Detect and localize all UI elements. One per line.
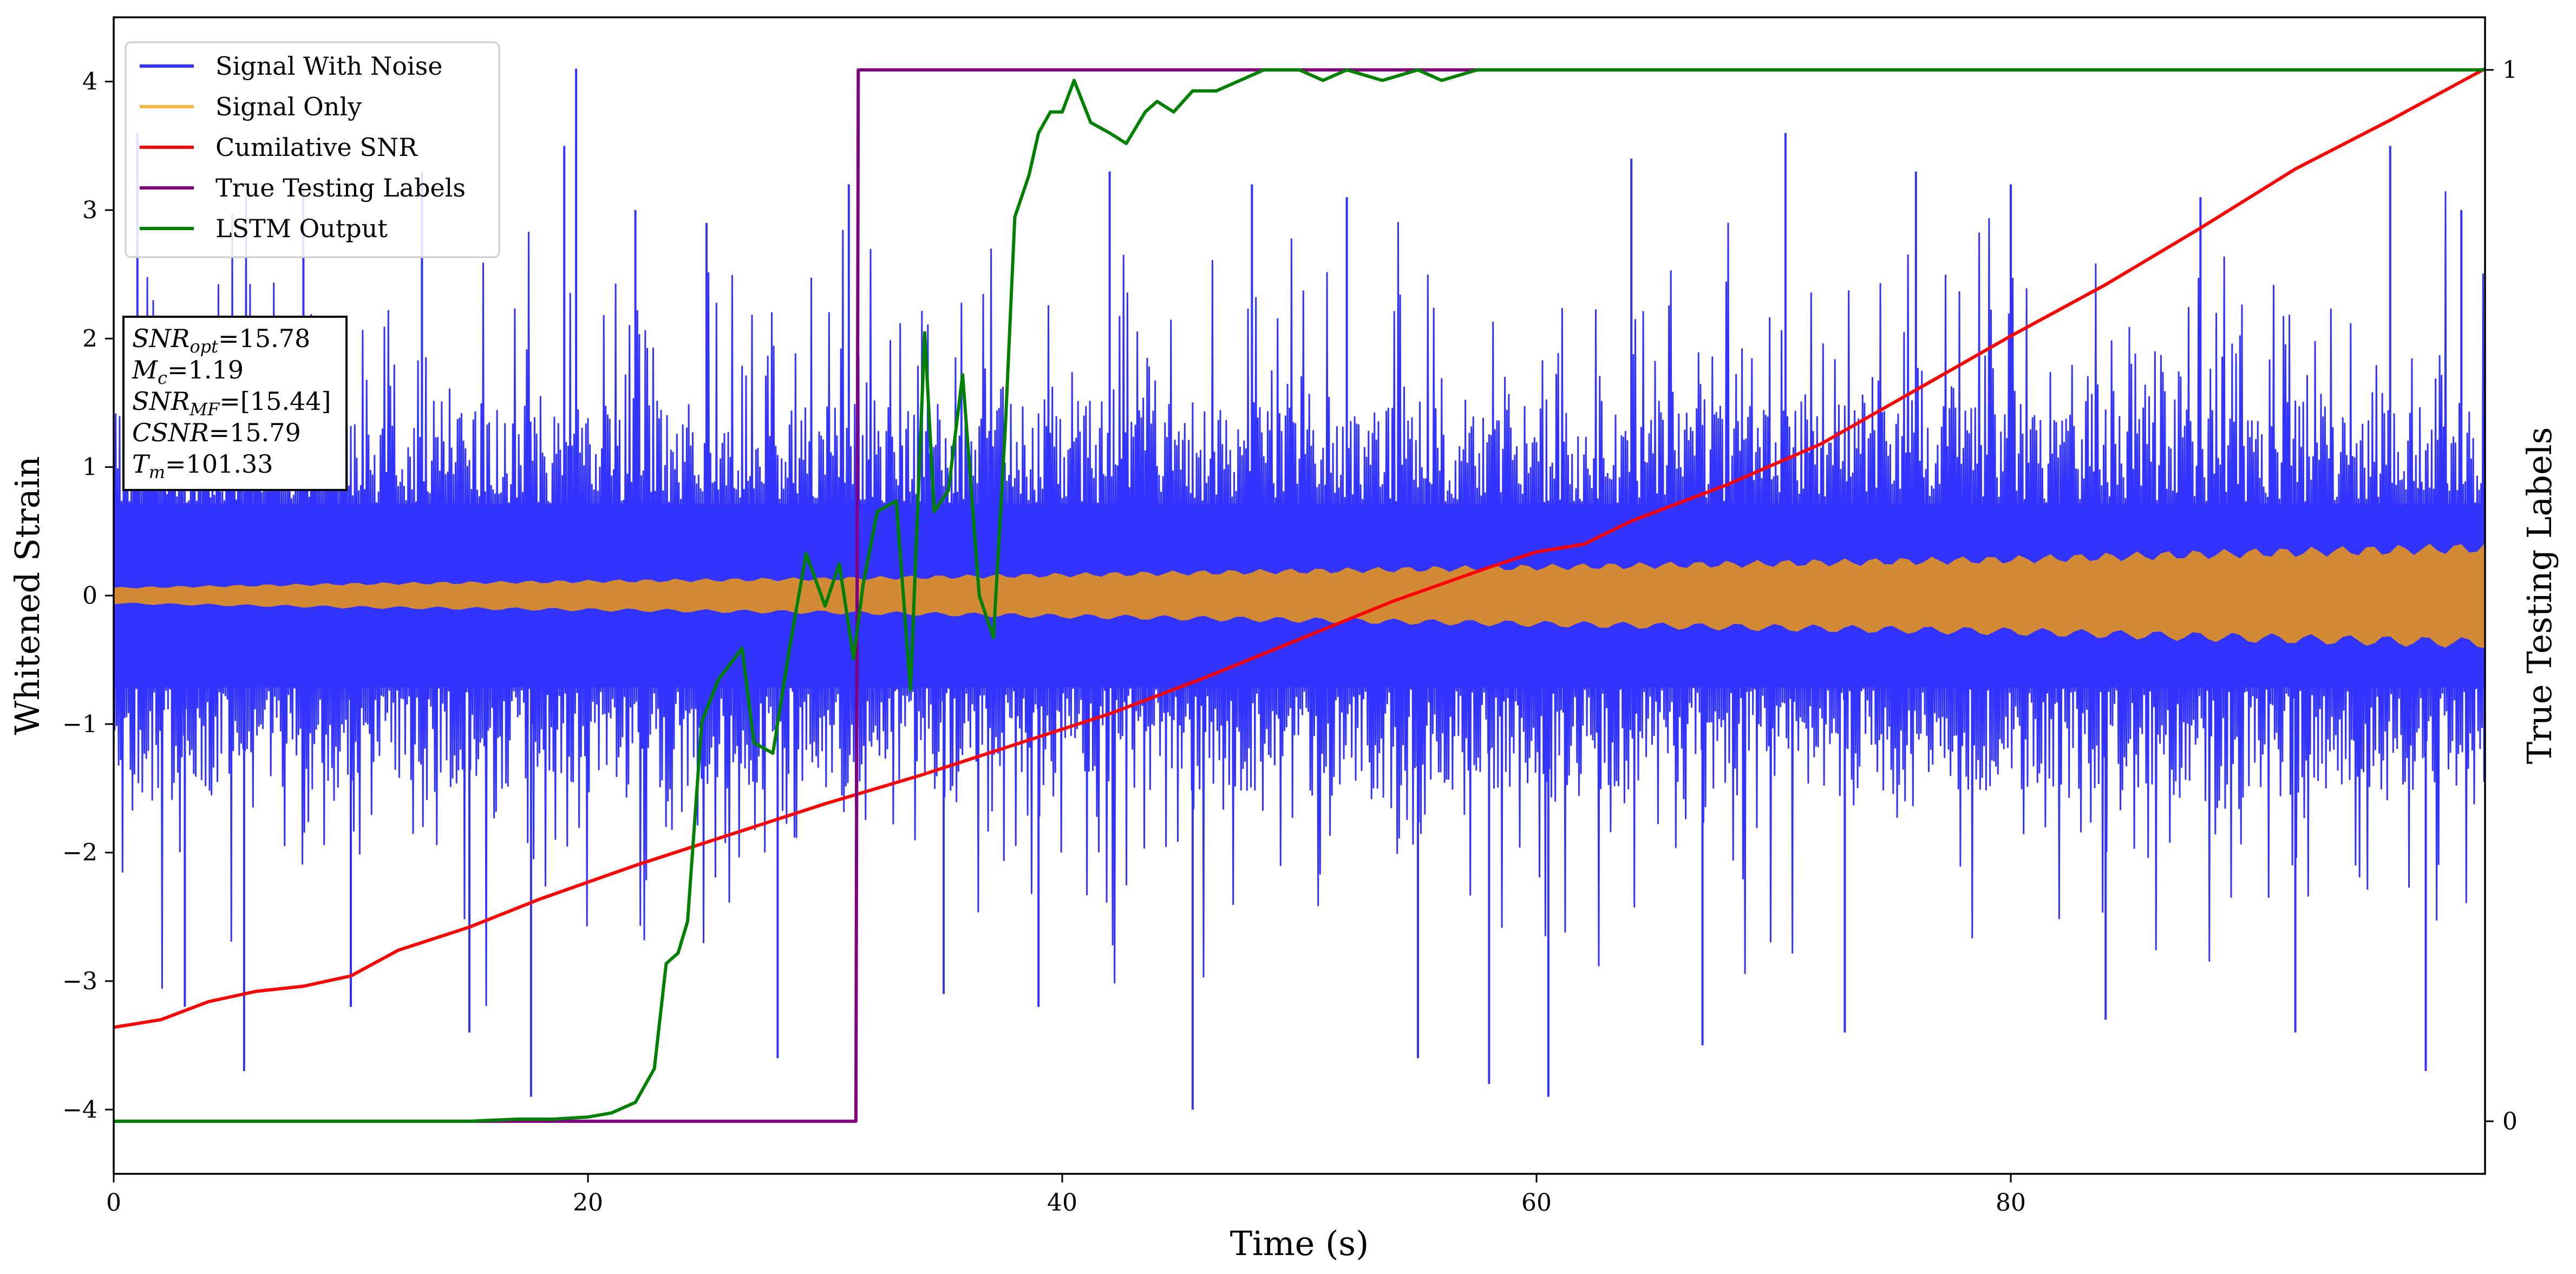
info-line: Tm=101.33 [132, 449, 273, 482]
legend-label: Signal Only [215, 92, 362, 121]
info-line: SNRopt=15.78 [132, 324, 310, 357]
x-tick-label: 0 [106, 1189, 121, 1217]
y-tick-label: 1 [82, 454, 97, 481]
legend-box [125, 41, 500, 258]
y-tick-label: −4 [62, 1096, 97, 1123]
info-box: SNRopt=15.78Mc=1.19SNRMF=[15.44]CSNR=15.… [122, 316, 348, 491]
info-line: Mc=1.19 [132, 355, 244, 388]
plot-area [114, 67, 2485, 1123]
y-axis-title: Whitened Strain [8, 456, 47, 735]
y-tick-label: 4 [82, 68, 97, 96]
y-tick-label: −1 [62, 710, 97, 738]
x-tick-label: 80 [1996, 1189, 2026, 1217]
legend-label: Signal With Noise [215, 51, 442, 81]
lstm-output-line [114, 68, 2485, 1123]
y-tick-label: −2 [62, 839, 97, 867]
y-right-tick-label: 1 [2502, 56, 2518, 84]
legend: Signal With Noise Signal Only Cumilative S… [125, 41, 500, 258]
info-line: SNRMF=[15.44] [132, 387, 331, 420]
series-group [114, 67, 2485, 1123]
true-testing-labels-line [114, 68, 2485, 1123]
x-axis-title: Time (s) [1230, 1224, 1369, 1263]
y-tick-label: −3 [62, 968, 97, 995]
y-tick-label: 2 [82, 325, 97, 352]
y-tick-label: 3 [82, 197, 97, 224]
signal-only-band [114, 543, 2485, 649]
info-box-frame [122, 316, 348, 491]
legend-label: True Testing Labels [215, 173, 466, 202]
legend-label: LSTM Output [215, 214, 388, 243]
cumilative-snr-line [114, 67, 2485, 1029]
y-right-tick-label: 0 [2502, 1108, 2518, 1135]
noise-line [114, 191, 2485, 1007]
y-tick-label: 0 [82, 582, 97, 610]
x-tick-label: 20 [573, 1189, 603, 1217]
x-tick-label: 60 [1521, 1189, 1552, 1217]
y-axis-right-title: True Testing Labels [2520, 427, 2559, 765]
x-tick-label: 40 [1047, 1189, 1077, 1217]
info-line: CSNR=15.79 [132, 418, 301, 447]
legend-label: Cumilative SNR [215, 133, 418, 162]
